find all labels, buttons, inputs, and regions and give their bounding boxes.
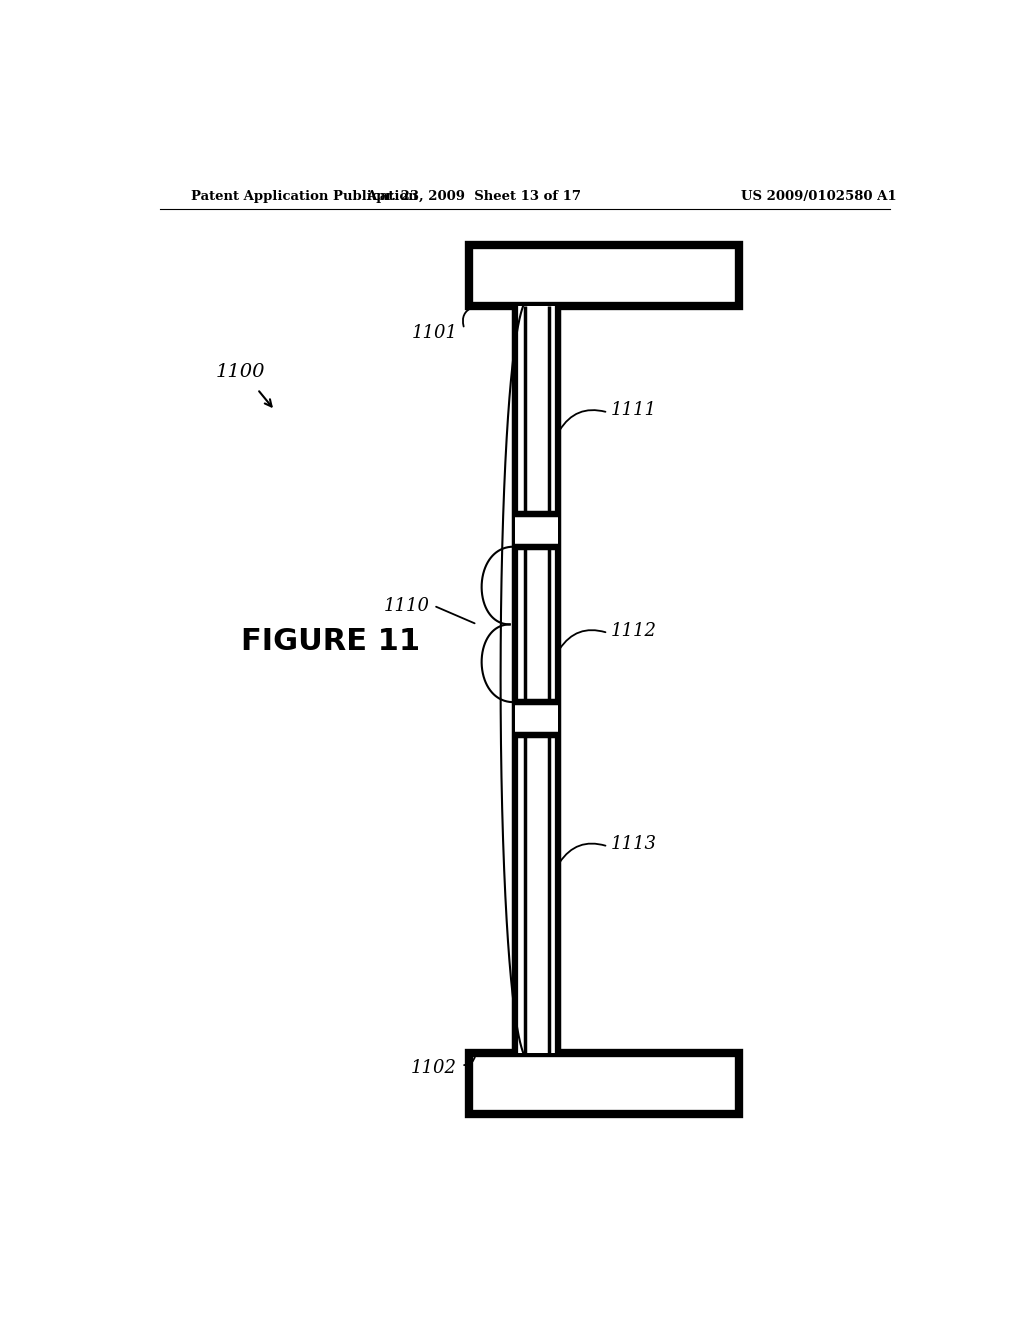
Bar bbox=[515, 513, 558, 546]
Bar bbox=[515, 702, 558, 735]
Text: 1113: 1113 bbox=[610, 836, 656, 854]
Text: US 2009/0102580 A1: US 2009/0102580 A1 bbox=[740, 190, 896, 202]
Text: 1112: 1112 bbox=[610, 622, 656, 640]
Text: 1102: 1102 bbox=[411, 1059, 457, 1077]
Text: 1110: 1110 bbox=[384, 597, 430, 615]
Text: Patent Application Publication: Patent Application Publication bbox=[191, 190, 418, 202]
Bar bbox=[515, 306, 558, 1053]
Text: Apr. 23, 2009  Sheet 13 of 17: Apr. 23, 2009 Sheet 13 of 17 bbox=[366, 190, 581, 202]
Text: 1111: 1111 bbox=[610, 401, 656, 420]
Bar bbox=[469, 1053, 739, 1114]
Text: 1100: 1100 bbox=[215, 363, 265, 381]
Bar bbox=[469, 244, 739, 306]
Text: 1101: 1101 bbox=[412, 325, 458, 342]
Text: FIGURE 11: FIGURE 11 bbox=[241, 627, 420, 656]
